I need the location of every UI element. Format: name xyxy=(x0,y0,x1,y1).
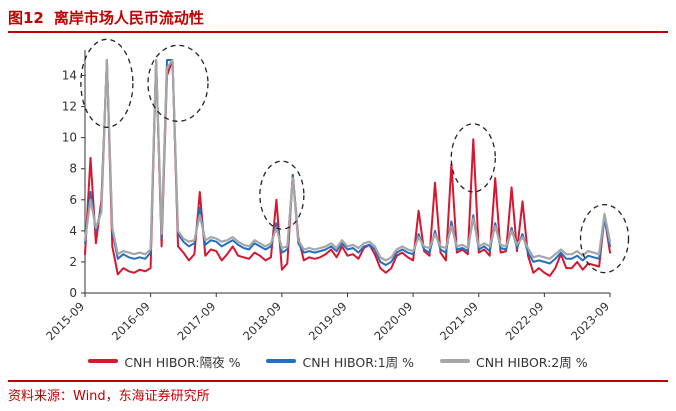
y-tick-label: 2 xyxy=(69,255,77,269)
x-tick-label: 2022-09 xyxy=(503,299,547,343)
y-tick-label: 12 xyxy=(62,100,77,114)
annotation-ellipse xyxy=(259,160,305,230)
legend-swatch-overnight xyxy=(88,359,119,363)
x-tick-label: 2016-09 xyxy=(109,299,153,343)
x-tick-label: 2021-09 xyxy=(437,299,481,343)
y-tick-label: 8 xyxy=(69,162,77,176)
legend-label-overnight: CNH HIBOR:隔夜 % xyxy=(124,354,241,370)
y-tick-label: 10 xyxy=(62,131,77,145)
y-tick-label: 4 xyxy=(69,224,77,238)
annotation-ellipse xyxy=(579,203,630,274)
line-chart: 0 2 4 6 8 10 12 14 2015-09 2016-09 2017-09 2018-09 2… xyxy=(43,38,630,343)
annotation-ellipse xyxy=(80,38,134,128)
y-tick-label: 6 xyxy=(69,193,77,207)
source-divider xyxy=(8,380,668,382)
legend-swatch-two-week xyxy=(440,359,471,363)
legend-item-overnight: CNH HIBOR:隔夜 % xyxy=(88,352,240,371)
y-tick-label: 0 xyxy=(69,286,77,300)
figure-title: 离岸市场人民币流动性 xyxy=(53,8,204,27)
annotation-ellipse xyxy=(450,123,496,193)
x-tick-label: 2018-09 xyxy=(240,299,284,343)
legend-item-one-week: CNH HIBOR:1周 % xyxy=(266,352,414,371)
x-tick-label: 2017-09 xyxy=(174,299,218,343)
figure-number: 图12 xyxy=(8,8,44,27)
annotation-ellipse xyxy=(147,44,209,122)
x-tick-label: 2019-09 xyxy=(306,299,350,343)
legend-item-two-week: CNH HIBOR:2周 % xyxy=(440,352,588,371)
legend-swatch-one-week xyxy=(266,359,297,363)
x-tick-label: 2015-09 xyxy=(43,299,87,343)
y-tick-label: 14 xyxy=(62,69,77,83)
figure-title-row: 图12 离岸市场人民币流动性 xyxy=(8,6,204,28)
series-line-two-week xyxy=(83,58,612,262)
legend-label-one-week: CNH HIBOR:1周 % xyxy=(302,354,415,370)
chart-legend: CNH HIBOR:隔夜 % CNH HIBOR:1周 % CNH HIBOR:… xyxy=(0,352,676,370)
x-tick-label: 2023-09 xyxy=(568,299,612,343)
x-tick-label: 2020-09 xyxy=(371,299,415,343)
source-note: 资料来源：Wind，东海证券研究所 xyxy=(8,389,210,404)
title-divider xyxy=(8,31,668,33)
legend-label-two-week: CNH HIBOR:2周 % xyxy=(476,354,588,370)
